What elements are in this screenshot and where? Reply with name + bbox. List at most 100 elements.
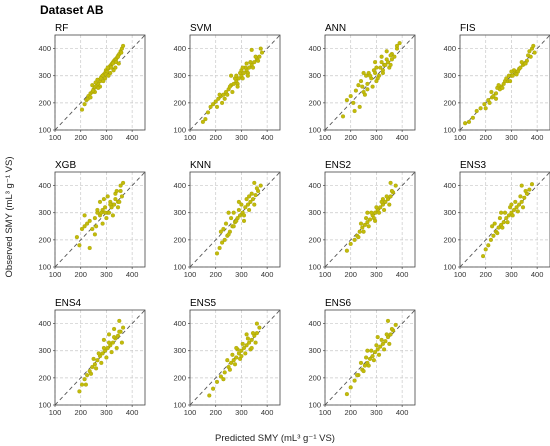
y-tick-label: 300	[308, 208, 321, 217]
data-point	[496, 83, 501, 88]
data-point	[519, 60, 524, 65]
data-point	[367, 356, 373, 361]
data-point	[118, 183, 123, 188]
x-tick-label: 200	[209, 408, 222, 417]
data-point	[489, 89, 494, 95]
y-tick-label: 400	[443, 44, 456, 53]
y-tick-label: 100	[173, 401, 186, 410]
y-tick-label: 300	[308, 71, 321, 80]
data-point	[87, 245, 92, 251]
data-point	[364, 355, 369, 360]
data-point	[376, 210, 382, 215]
data-point	[105, 65, 110, 70]
data-point	[229, 216, 234, 221]
data-point	[235, 84, 240, 89]
x-tick-label: 200	[74, 408, 87, 417]
data-point	[344, 392, 349, 397]
data-point	[483, 106, 488, 111]
data-point	[100, 221, 105, 226]
data-point	[493, 91, 499, 96]
data-point	[82, 224, 87, 229]
identity-line	[324, 34, 416, 131]
data-point	[99, 210, 104, 215]
y-tick-label: 200	[308, 373, 321, 382]
x-tick-label: 400	[261, 133, 274, 142]
data-point	[482, 102, 487, 107]
x-tick-label: 400	[396, 133, 409, 142]
data-point	[205, 110, 211, 115]
y-tick-label: 200	[308, 98, 321, 107]
data-point	[207, 393, 212, 398]
x-tick-label: 100	[454, 133, 467, 142]
data-point	[510, 213, 515, 218]
data-point	[249, 47, 254, 52]
data-point	[225, 358, 230, 363]
y-tick-label: 100	[308, 401, 321, 410]
data-point	[225, 92, 230, 97]
data-point	[234, 73, 239, 78]
x-tick-label: 300	[370, 133, 383, 142]
data-point	[211, 102, 216, 107]
data-point	[103, 210, 108, 215]
data-point	[491, 233, 496, 238]
data-point	[106, 340, 112, 345]
y-tick-label: 400	[173, 44, 186, 53]
data-point	[101, 337, 106, 342]
y-tick-label: 100	[443, 263, 456, 272]
data-point	[236, 207, 241, 213]
data-point	[514, 72, 519, 77]
data-point	[379, 60, 384, 65]
panel-fis: FIS 100 200 300 400 100 200 300 400	[443, 23, 550, 142]
data-point	[500, 225, 505, 230]
y-tick-label: 200	[443, 235, 456, 244]
y-tick-label: 200	[38, 373, 51, 382]
data-point	[244, 197, 249, 202]
data-point	[523, 188, 528, 194]
data-point	[252, 180, 257, 185]
panel-frame	[189, 309, 281, 406]
data-point	[370, 354, 375, 359]
data-point	[393, 183, 398, 188]
data-point	[115, 54, 121, 59]
data-point	[90, 226, 95, 232]
panel-svm: SVM 100 200 300 400 100 200 300 400	[173, 23, 281, 142]
data-point	[387, 341, 392, 346]
data-point	[374, 205, 379, 210]
data-point	[389, 326, 394, 332]
data-point	[258, 183, 263, 188]
data-point	[497, 216, 502, 221]
x-tick-label: 300	[235, 270, 248, 279]
data-point	[490, 224, 495, 229]
data-point	[517, 202, 522, 207]
data-point	[385, 318, 391, 323]
data-point	[231, 358, 236, 363]
x-tick-label: 100	[49, 133, 62, 142]
data-point	[373, 350, 378, 355]
data-point	[82, 213, 87, 218]
data-point	[117, 329, 122, 334]
panel-frame	[189, 34, 281, 131]
data-point	[365, 220, 370, 225]
data-point	[361, 369, 366, 374]
data-point	[388, 194, 393, 199]
data-point	[103, 205, 108, 210]
panel-title: SVM	[190, 23, 212, 34]
data-point	[514, 205, 519, 210]
data-point	[91, 356, 96, 361]
data-point	[239, 354, 244, 359]
data-point	[492, 221, 497, 226]
data-point	[247, 207, 252, 213]
data-point	[121, 325, 126, 330]
data-point	[101, 345, 106, 351]
data-point	[358, 360, 364, 365]
data-point	[248, 60, 253, 65]
data-point	[243, 351, 248, 356]
data-point	[376, 352, 382, 357]
y-tick-label: 100	[38, 401, 51, 410]
panel-ens2: ENS2 100 200 300 400 100 200 300 400	[308, 160, 416, 279]
data-point	[101, 79, 106, 84]
data-point	[222, 96, 227, 101]
data-point	[374, 79, 379, 84]
data-point	[119, 340, 124, 345]
data-point	[240, 76, 245, 81]
